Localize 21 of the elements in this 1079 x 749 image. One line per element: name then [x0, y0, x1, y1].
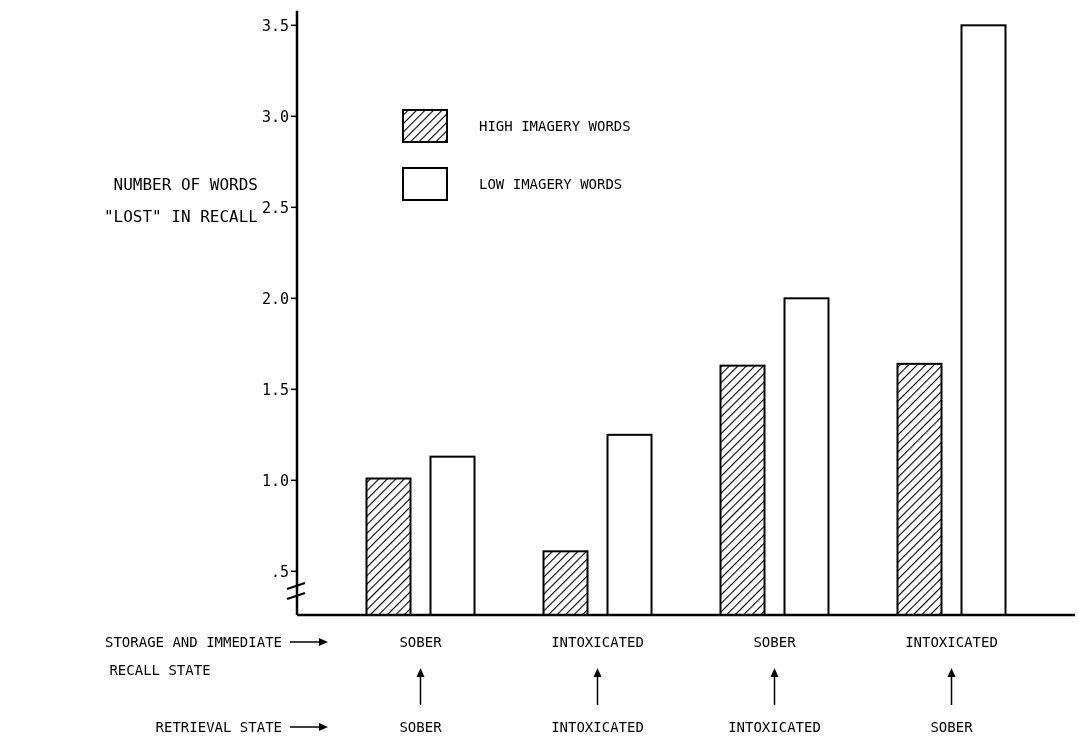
text: RECALL STATE [109, 661, 211, 678]
x-tick-label: INTOXICATED [551, 633, 644, 650]
y-tick-label: 2.0 [261, 289, 289, 308]
text: INTOXICATED [551, 718, 644, 735]
text: SOBER [930, 718, 974, 735]
text: STORAGE AND IMMEDIATE [104, 633, 282, 650]
x-tick-label: SOBER [753, 633, 797, 650]
text: INTOXICATED [728, 718, 821, 735]
y-tick-label: 1.0 [261, 471, 289, 490]
y-tick-label: 1.5 [261, 380, 289, 399]
y-tick-label: 2.5 [261, 198, 289, 217]
text: SOBER [399, 718, 443, 735]
y-tick-label: 3.5 [261, 16, 289, 35]
y-tick-label: 3.0 [261, 107, 289, 126]
y-axis-title: NUMBER OF WORDS "LOST" IN RECALL [103, 174, 258, 226]
text: RETRIEVAL STATE [155, 718, 282, 735]
legend-label: HIGH IMAGERY WORDS [479, 117, 631, 134]
x-tick-label: SOBER [399, 633, 443, 650]
legend-label: LOW IMAGERY WORDS [479, 175, 623, 192]
y-tick-label: .5 [270, 562, 289, 581]
x-tick-label: INTOXICATED [905, 633, 998, 650]
